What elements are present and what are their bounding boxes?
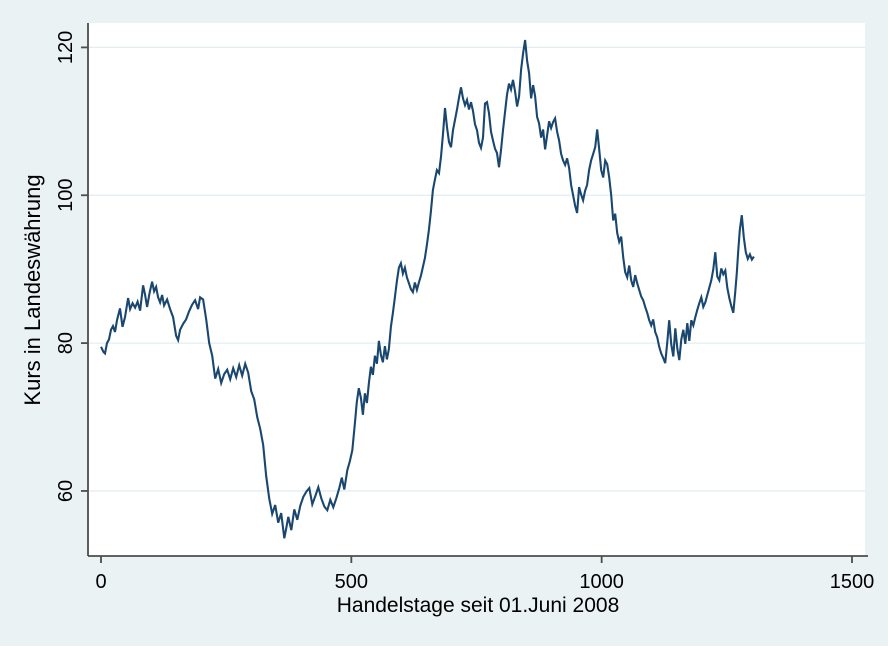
- x-axis-title: Handelstage seit 01.Juni 2008: [337, 594, 620, 617]
- x-tick-label: 500: [335, 571, 368, 593]
- y-axis-title: Kurs in Landeswährung: [20, 174, 45, 405]
- x-tick-label: 1500: [830, 571, 875, 593]
- plot-area: [88, 23, 865, 556]
- y-tick-label: 60: [55, 480, 77, 502]
- y-tick-label: 100: [55, 179, 77, 212]
- y-axis-ticks: 60 80 100 120: [55, 31, 88, 502]
- y-tick-label: 80: [55, 332, 77, 354]
- x-tick-label: 1000: [579, 571, 624, 593]
- gridlines: [88, 46, 865, 492]
- y-tick-label: 120: [55, 31, 77, 64]
- x-axis-ticks: 0 500 1000 1500: [95, 556, 874, 593]
- x-tick-label: 0: [95, 571, 106, 593]
- price-line: [100, 39, 755, 539]
